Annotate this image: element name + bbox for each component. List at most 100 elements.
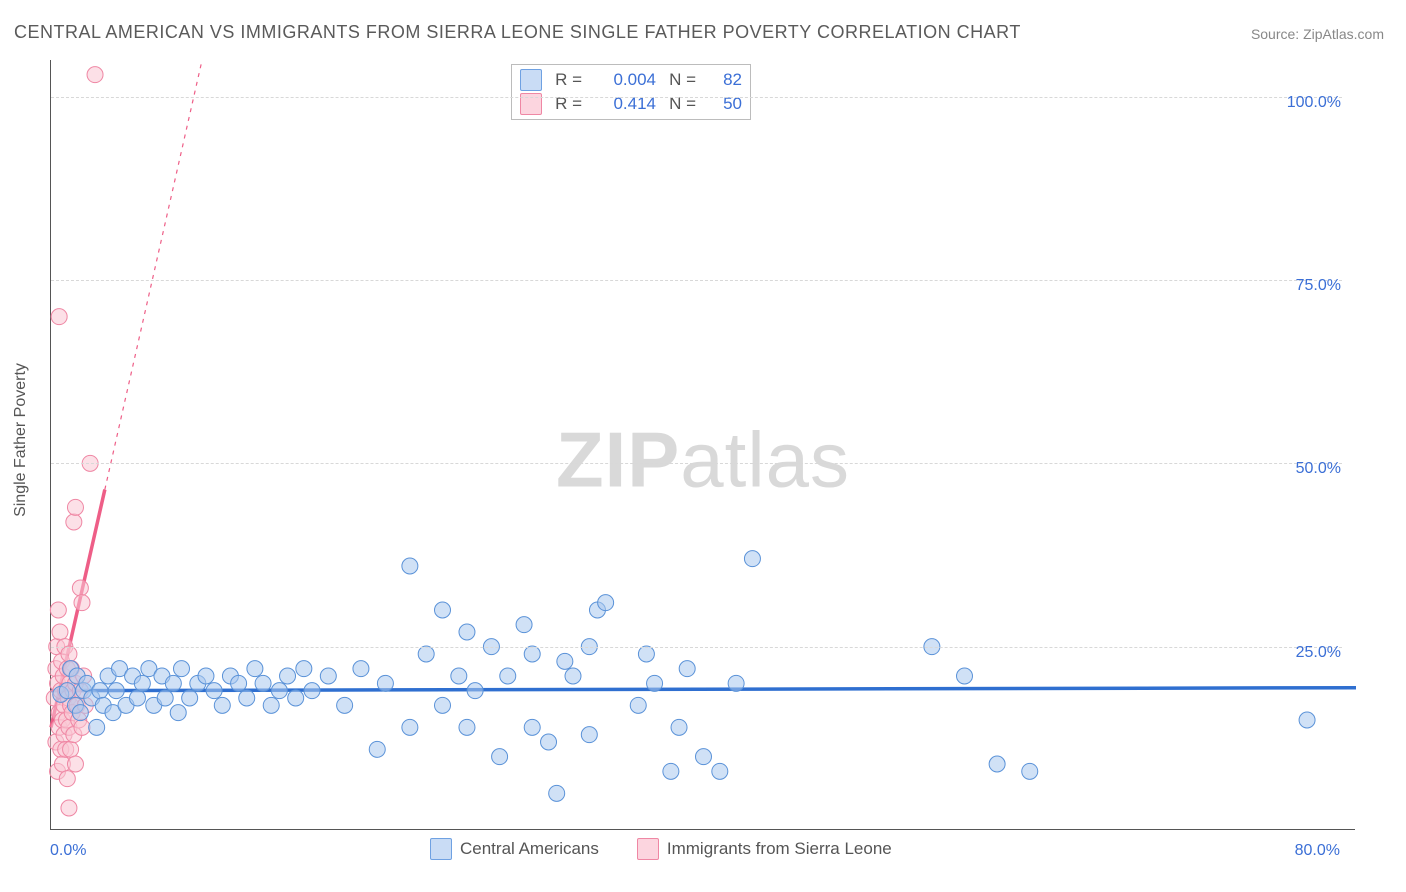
data-point [492,749,508,765]
data-point [129,690,145,706]
data-point [630,697,646,713]
data-point [524,719,540,735]
data-point [541,734,557,750]
data-point [59,771,75,787]
trend-line [105,60,202,490]
legend-item-blue: Central Americans [430,838,599,860]
data-point [524,646,540,662]
data-point [255,675,271,691]
y-tick-label: 100.0% [1287,94,1341,112]
data-point [957,668,973,684]
data-point [516,617,532,633]
data-point [67,756,83,772]
data-point [296,661,312,677]
legend-label-blue: Central Americans [460,839,599,859]
data-point [74,595,90,611]
gridline [51,97,1342,98]
data-point [288,690,304,706]
data-point [671,719,687,735]
data-point [87,67,103,83]
data-point [451,668,467,684]
y-axis-label: Single Father Poverty [12,363,30,517]
data-point [989,756,1005,772]
data-point [647,675,663,691]
gridline [51,647,1342,648]
data-point [459,624,475,640]
data-point [744,551,760,567]
data-point [320,668,336,684]
data-point [337,697,353,713]
data-point [712,763,728,779]
data-point [174,661,190,677]
data-point [67,499,83,515]
data-point [1299,712,1315,728]
data-point [598,595,614,611]
chart-plot-area: ZIPatlas R = 0.004 N = 82 R = 0.414 N = … [50,60,1355,830]
data-point [418,646,434,662]
data-point [679,661,695,677]
data-point [61,800,77,816]
data-point [72,580,88,596]
gridline [51,463,1342,464]
bottom-legend: Central Americans Immigrants from Sierra… [430,838,892,860]
data-point [402,719,418,735]
data-point [66,514,82,530]
data-point [402,558,418,574]
data-point [198,668,214,684]
data-point [467,683,483,699]
data-point [206,683,222,699]
data-point [157,690,173,706]
chart-title: CENTRAL AMERICAN VS IMMIGRANTS FROM SIER… [14,22,1021,43]
data-point [1022,763,1038,779]
data-point [369,741,385,757]
data-point [108,683,124,699]
gridline [51,280,1342,281]
data-point [74,719,90,735]
data-point [549,785,565,801]
x-tick-left: 0.0% [50,842,86,860]
data-point [304,683,320,699]
data-point [500,668,516,684]
data-point [565,668,581,684]
y-tick-label: 75.0% [1296,277,1341,295]
data-point [59,683,75,699]
data-point [557,653,573,669]
data-point [696,749,712,765]
data-point [165,675,181,691]
data-point [271,683,287,699]
data-point [663,763,679,779]
data-point [728,675,744,691]
y-tick-label: 25.0% [1296,644,1341,662]
data-point [377,675,393,691]
data-point [435,602,451,618]
x-tick-right: 80.0% [1295,842,1340,860]
data-point [182,690,198,706]
swatch-blue-icon [430,838,452,860]
data-point [61,646,77,662]
data-point [92,683,108,699]
data-point [353,661,369,677]
data-point [63,741,79,757]
legend-label-pink: Immigrants from Sierra Leone [667,839,892,859]
data-point [239,690,255,706]
data-point [170,705,186,721]
data-point [89,719,105,735]
data-point [638,646,654,662]
scatter-svg [51,60,1355,829]
data-point [134,675,150,691]
data-point [459,719,475,735]
swatch-pink-icon [637,838,659,860]
data-point [581,727,597,743]
data-point [51,309,67,325]
legend-item-pink: Immigrants from Sierra Leone [637,838,892,860]
data-point [263,697,279,713]
data-point [50,602,66,618]
data-point [280,668,296,684]
data-point [435,697,451,713]
data-point [214,697,230,713]
source-attribution: Source: ZipAtlas.com [1251,26,1384,42]
data-point [72,705,88,721]
data-point [231,675,247,691]
data-point [52,624,68,640]
data-point [247,661,263,677]
